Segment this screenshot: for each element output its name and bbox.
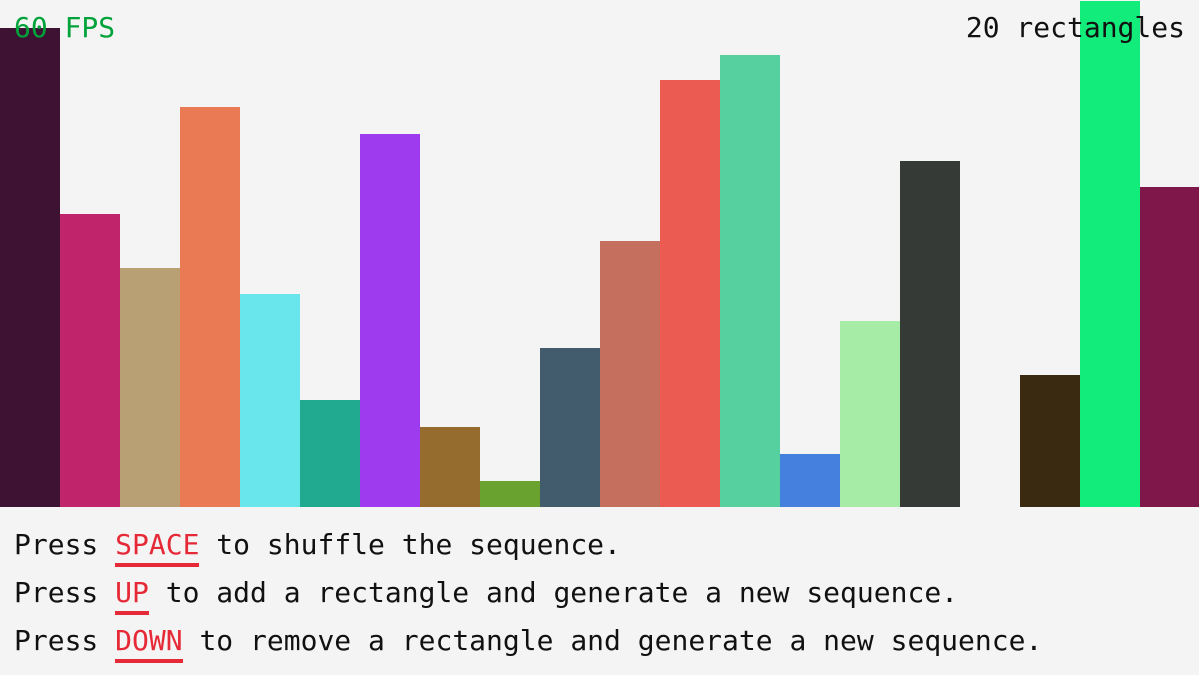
fps-counter: 60 FPS [14, 11, 116, 44]
sequence-bar [480, 481, 540, 507]
instruction-add: Press UP to add a rectangle and generate… [14, 577, 958, 609]
sequence-bar [360, 134, 420, 507]
instruction-text: Press [14, 624, 116, 657]
instruction-remove: Press DOWN to remove a rectangle and gen… [14, 625, 1042, 657]
instruction-text: Press [14, 576, 116, 609]
sequence-bar [720, 55, 780, 507]
sequence-bar [660, 80, 720, 507]
sequence-bar [840, 321, 900, 507]
instruction-text: to add a rectangle and generate a new se… [148, 576, 959, 609]
sequence-bar [0, 28, 60, 507]
sequence-bar [1140, 187, 1199, 507]
key-down: DOWN [115, 624, 183, 657]
sequence-bar [1020, 375, 1080, 507]
instruction-text: Press [14, 528, 116, 561]
sequence-bar [420, 427, 480, 507]
instruction-text: to remove a rectangle and generate a new… [182, 624, 1043, 657]
key-up: UP [115, 576, 149, 609]
instruction-shuffle: Press SPACE to shuffle the sequence. [14, 529, 621, 561]
sequence-bar [180, 107, 240, 507]
sequence-bar [780, 454, 840, 507]
sequence-bar [1080, 1, 1140, 507]
sequence-bar [240, 294, 300, 507]
sequence-bar [120, 268, 180, 507]
sequence-bar [60, 214, 120, 507]
sequence-bar [540, 348, 600, 507]
sequence-bar [900, 161, 960, 507]
instruction-text: to shuffle the sequence. [199, 528, 621, 561]
key-space: SPACE [115, 528, 200, 561]
rectangle-count: 20 rectangles [965, 11, 1185, 44]
sequence-bars [0, 1, 1199, 507]
sequence-bar [600, 241, 660, 507]
sequence-bar [300, 400, 360, 507]
